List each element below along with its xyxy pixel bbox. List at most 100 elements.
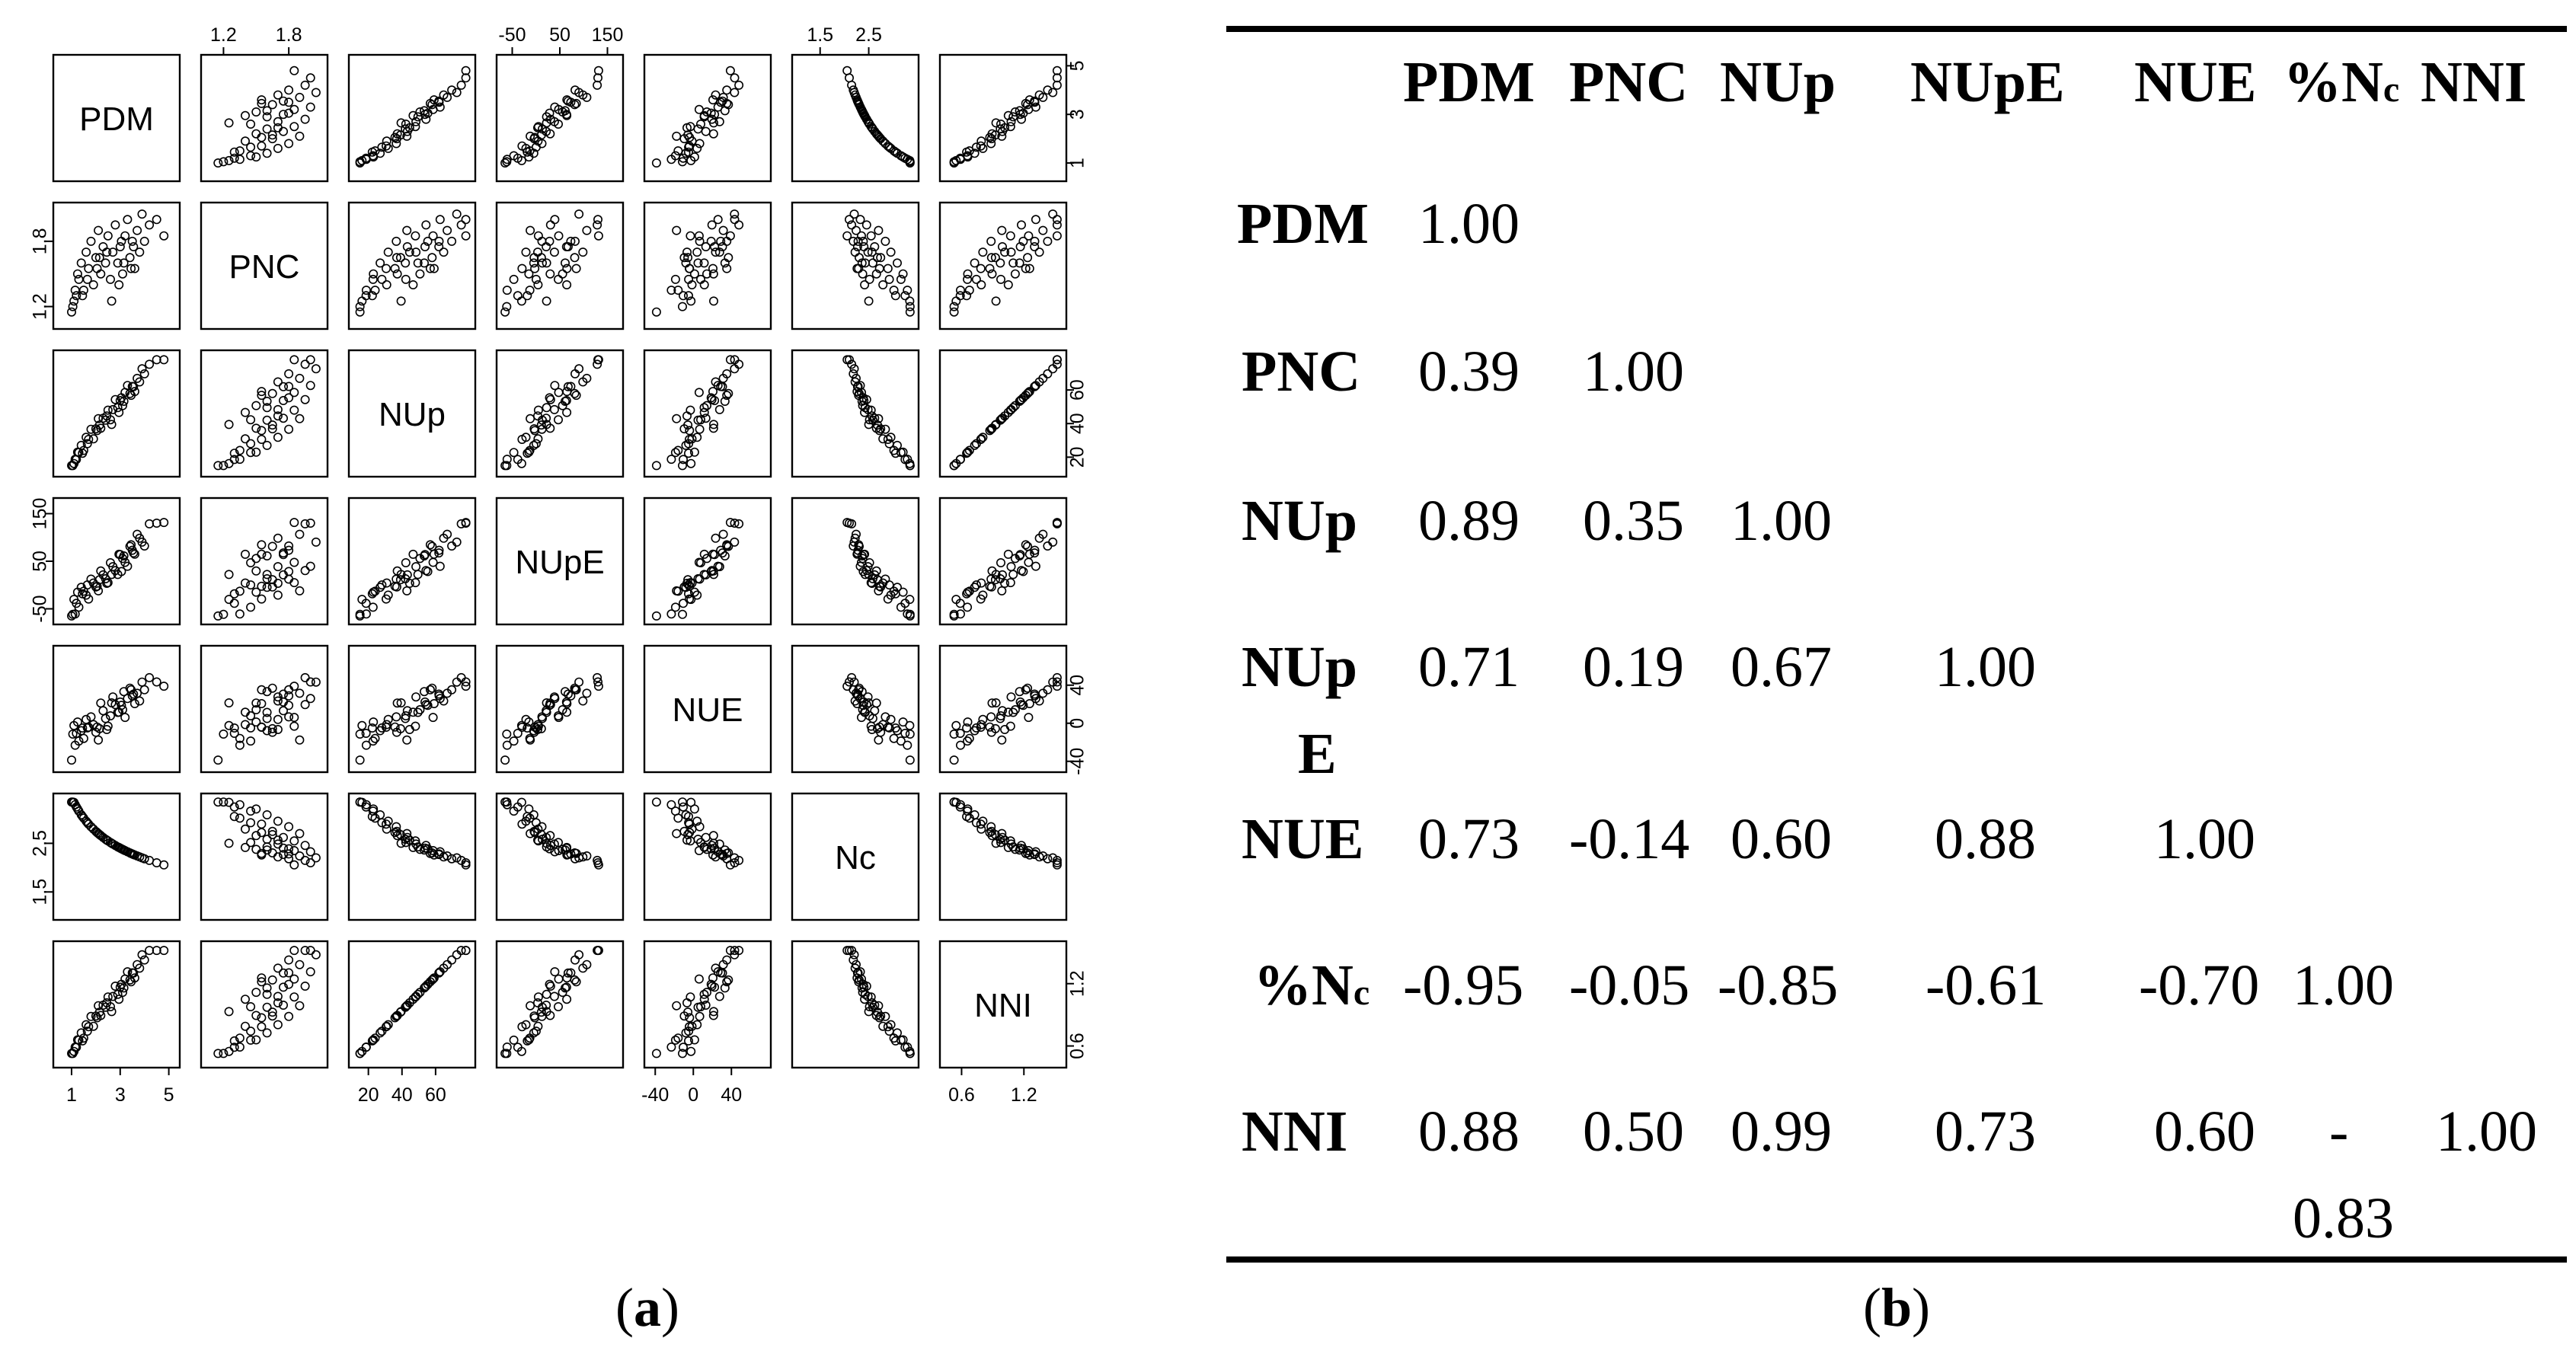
scatter-point — [396, 118, 406, 128]
scatter-point — [235, 1033, 244, 1043]
scatter-point — [533, 279, 543, 289]
scatter-point — [845, 677, 855, 687]
scatter-point — [420, 982, 430, 992]
scatter-point — [694, 231, 704, 241]
panel-NUpE-vs-NUp — [347, 497, 477, 626]
scatter-point — [985, 828, 995, 838]
panel-NUE-vs-NNI — [938, 644, 1068, 774]
scatter-point — [842, 682, 852, 691]
scatter-point — [1031, 561, 1040, 571]
scatter-point — [267, 830, 277, 840]
scatter-point — [1000, 247, 1010, 257]
scatter-point — [1052, 518, 1062, 528]
scatter-point — [706, 236, 716, 246]
scatter-point — [235, 455, 244, 465]
scatter-point — [949, 755, 959, 765]
scatter-point — [874, 133, 884, 142]
scatter-point — [692, 143, 702, 153]
scatter-point — [235, 586, 244, 596]
scatter-point — [251, 704, 261, 714]
scatter-point — [666, 455, 676, 465]
scatter-point — [262, 810, 272, 820]
scatter-point — [1005, 231, 1015, 241]
cell-pctnc-nue: -0.70 — [2139, 953, 2260, 1017]
scatter-point — [685, 263, 695, 273]
col-header-nup: NUp — [1720, 50, 1836, 114]
scatter-point — [722, 977, 732, 987]
panel-NUE-vs-Nc — [791, 644, 920, 774]
scatter-point — [278, 706, 288, 716]
scatter-point — [670, 448, 680, 458]
scatter-point — [670, 1035, 680, 1045]
table-bottom-rule — [1226, 1256, 2567, 1263]
scatter-point — [117, 393, 126, 403]
scatter-point — [571, 263, 581, 273]
tick-label: 50 — [30, 551, 51, 572]
scatter-point — [1052, 355, 1062, 365]
scatter-point — [526, 1001, 535, 1011]
panel-frame — [938, 497, 1068, 626]
scatter-point — [716, 236, 726, 246]
scatter-point — [311, 364, 321, 374]
scatter-point — [878, 434, 888, 444]
scatter-point — [159, 682, 169, 691]
scatter-point — [461, 215, 471, 225]
scatter-point — [257, 594, 267, 604]
scatter-point — [859, 241, 869, 251]
scatter-point — [101, 258, 110, 268]
scatter-point — [509, 1035, 519, 1045]
scatter-point — [964, 286, 974, 295]
scatter-point — [1003, 707, 1013, 717]
scatter-point — [383, 714, 393, 724]
scatter-point — [110, 982, 120, 991]
scatter-point — [103, 231, 113, 241]
panel-frame — [495, 940, 625, 1069]
scatter-point — [114, 549, 124, 559]
scatter-point — [229, 589, 239, 599]
scatter-point — [976, 141, 986, 151]
scatter-point — [531, 274, 541, 284]
tick-label: 0.6 — [948, 1084, 975, 1106]
scatter-point — [686, 296, 696, 306]
scatter-point — [78, 291, 88, 301]
scatter-point — [560, 687, 570, 697]
scatter-point — [549, 991, 559, 1001]
scatter-point — [593, 215, 602, 225]
panel-frame — [495, 349, 625, 478]
scatter-point — [145, 946, 155, 956]
scatter-point — [262, 396, 272, 406]
scatter-point — [145, 220, 155, 230]
scatter-point — [734, 80, 744, 90]
scatter-point — [289, 974, 299, 984]
scatter-point — [392, 139, 401, 148]
scatter-point — [990, 130, 1000, 140]
scatter-point — [730, 209, 740, 219]
panel-NUE-vs-PDM — [52, 644, 181, 774]
panel-PNC-vs-NNI — [938, 201, 1068, 330]
panel-frame — [52, 53, 181, 183]
scatter-point — [971, 439, 981, 449]
scatter-point — [383, 1020, 393, 1030]
scatter-point — [517, 819, 527, 829]
scatter-point — [267, 1011, 277, 1021]
scatter-point — [305, 102, 315, 112]
scatter-point — [562, 973, 572, 983]
scatter-point — [725, 355, 735, 365]
scatter-point — [962, 812, 972, 822]
scatter-point — [267, 424, 277, 434]
scatter-point — [452, 677, 462, 687]
scatter-point — [699, 549, 709, 559]
scatter-point — [443, 851, 452, 861]
scatter-point — [133, 225, 142, 235]
cell-pctnc-nupe: -0.61 — [1926, 953, 2047, 1017]
scatter-point — [570, 85, 580, 95]
scatter-point — [213, 797, 223, 807]
scatter-point — [68, 461, 78, 471]
scatter-point — [722, 391, 732, 401]
scatter-point — [402, 586, 412, 595]
scatter-point — [677, 302, 687, 311]
scatter-point — [251, 152, 261, 162]
scatter-point — [278, 843, 288, 853]
scatter-point — [408, 842, 418, 852]
scatter-point — [86, 1011, 96, 1021]
